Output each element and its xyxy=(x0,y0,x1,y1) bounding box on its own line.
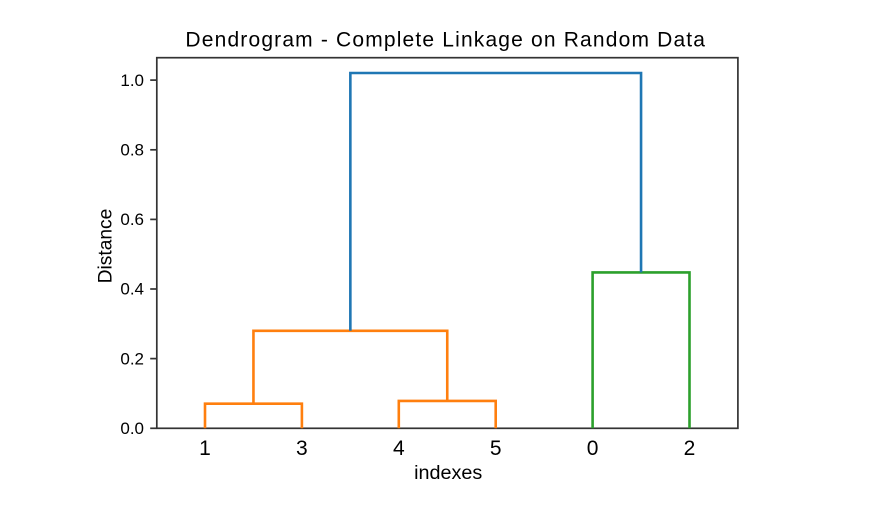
svg-text:2: 2 xyxy=(684,437,696,460)
svg-text:1.0: 1.0 xyxy=(120,71,144,90)
svg-text:5: 5 xyxy=(490,437,502,460)
svg-text:0.8: 0.8 xyxy=(120,141,144,160)
svg-text:0.2: 0.2 xyxy=(120,349,144,368)
svg-text:0.6: 0.6 xyxy=(120,210,144,229)
svg-text:4: 4 xyxy=(393,437,405,460)
svg-text:0.4: 0.4 xyxy=(120,280,144,299)
svg-text:0.0: 0.0 xyxy=(120,419,144,438)
svg-text:0: 0 xyxy=(587,437,599,460)
svg-text:indexes: indexes xyxy=(414,462,482,484)
svg-text:Distance: Distance xyxy=(96,209,117,284)
svg-text:3: 3 xyxy=(296,437,308,460)
svg-text:Dendrogram - Complete Linkage: Dendrogram - Complete Linkage on Random … xyxy=(185,29,706,52)
svg-text:1: 1 xyxy=(199,437,211,460)
